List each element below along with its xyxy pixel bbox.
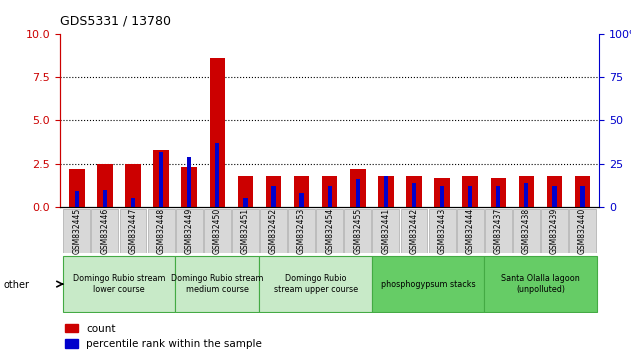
FancyBboxPatch shape <box>148 209 175 253</box>
Text: GSM832447: GSM832447 <box>129 208 138 254</box>
Text: GSM832449: GSM832449 <box>185 208 194 254</box>
Bar <box>244 198 247 207</box>
Bar <box>238 176 253 207</box>
Text: GSM832455: GSM832455 <box>353 208 362 254</box>
Text: GSM832440: GSM832440 <box>578 208 587 254</box>
Legend: count, percentile rank within the sample: count, percentile rank within the sample <box>65 324 262 349</box>
Bar <box>209 58 225 207</box>
Text: GSM832452: GSM832452 <box>269 208 278 254</box>
Bar <box>412 183 416 207</box>
Text: Domingo Rubio
stream upper course: Domingo Rubio stream upper course <box>274 274 358 294</box>
Text: GSM832437: GSM832437 <box>494 208 503 254</box>
Text: GSM832444: GSM832444 <box>466 208 475 254</box>
Bar <box>463 176 478 207</box>
FancyBboxPatch shape <box>316 209 343 253</box>
Text: GSM832454: GSM832454 <box>325 208 334 254</box>
Text: GSM832445: GSM832445 <box>73 208 81 254</box>
Text: phosphogypsum stacks: phosphogypsum stacks <box>380 280 475 289</box>
Bar <box>547 176 562 207</box>
FancyBboxPatch shape <box>428 209 456 253</box>
Text: GSM832441: GSM832441 <box>381 208 391 254</box>
Bar <box>575 176 591 207</box>
Bar <box>468 186 472 207</box>
FancyBboxPatch shape <box>372 256 484 312</box>
FancyBboxPatch shape <box>569 209 596 253</box>
FancyBboxPatch shape <box>259 256 372 312</box>
Bar <box>266 176 281 207</box>
FancyBboxPatch shape <box>484 256 597 312</box>
Bar <box>103 190 107 207</box>
Bar <box>126 164 141 207</box>
Bar <box>524 183 529 207</box>
FancyBboxPatch shape <box>401 209 427 253</box>
Bar <box>406 176 422 207</box>
Bar <box>496 186 500 207</box>
Bar <box>581 186 585 207</box>
Text: GSM832450: GSM832450 <box>213 208 222 254</box>
Bar <box>384 176 388 207</box>
Bar <box>294 176 309 207</box>
Text: Domingo Rubio stream
medium course: Domingo Rubio stream medium course <box>171 274 264 294</box>
Bar <box>552 186 557 207</box>
Text: GSM832451: GSM832451 <box>241 208 250 254</box>
Bar <box>490 178 506 207</box>
Bar <box>300 193 304 207</box>
Text: GDS5331 / 13780: GDS5331 / 13780 <box>60 14 171 27</box>
Bar <box>350 169 365 207</box>
FancyBboxPatch shape <box>63 209 90 253</box>
Text: Santa Olalla lagoon
(unpolluted): Santa Olalla lagoon (unpolluted) <box>501 274 580 294</box>
FancyBboxPatch shape <box>204 209 231 253</box>
FancyBboxPatch shape <box>485 209 512 253</box>
Bar <box>378 176 394 207</box>
Bar <box>322 176 338 207</box>
Bar <box>131 198 135 207</box>
Bar <box>182 167 197 207</box>
Text: GSM832453: GSM832453 <box>297 208 306 254</box>
FancyBboxPatch shape <box>119 209 146 253</box>
FancyBboxPatch shape <box>175 256 259 312</box>
Bar <box>74 192 79 207</box>
FancyBboxPatch shape <box>175 209 203 253</box>
FancyBboxPatch shape <box>541 209 568 253</box>
Text: GSM832446: GSM832446 <box>100 208 109 254</box>
FancyBboxPatch shape <box>91 209 119 253</box>
Bar <box>69 169 85 207</box>
Bar <box>215 143 220 207</box>
Text: GSM832448: GSM832448 <box>156 208 165 254</box>
Text: Domingo Rubio stream
lower course: Domingo Rubio stream lower course <box>73 274 165 294</box>
Text: GSM832443: GSM832443 <box>437 208 447 254</box>
FancyBboxPatch shape <box>232 209 259 253</box>
Bar <box>187 157 191 207</box>
Text: GSM832439: GSM832439 <box>550 208 559 254</box>
Bar <box>434 178 450 207</box>
Bar <box>159 152 163 207</box>
Text: GSM832442: GSM832442 <box>410 208 418 254</box>
FancyBboxPatch shape <box>457 209 484 253</box>
Bar <box>153 150 169 207</box>
Text: GSM832438: GSM832438 <box>522 208 531 254</box>
FancyBboxPatch shape <box>260 209 287 253</box>
FancyBboxPatch shape <box>372 209 399 253</box>
FancyBboxPatch shape <box>288 209 315 253</box>
Bar <box>97 164 112 207</box>
FancyBboxPatch shape <box>513 209 540 253</box>
Bar <box>356 179 360 207</box>
Bar <box>271 186 276 207</box>
FancyBboxPatch shape <box>345 209 371 253</box>
FancyBboxPatch shape <box>62 256 175 312</box>
Text: other: other <box>3 280 29 290</box>
Bar <box>327 186 332 207</box>
Bar <box>440 186 444 207</box>
Bar <box>519 176 534 207</box>
